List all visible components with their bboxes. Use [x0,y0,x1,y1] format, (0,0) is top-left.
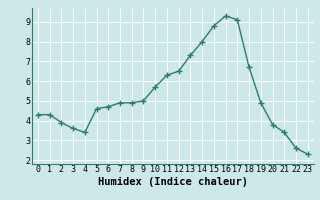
X-axis label: Humidex (Indice chaleur): Humidex (Indice chaleur) [98,177,248,187]
